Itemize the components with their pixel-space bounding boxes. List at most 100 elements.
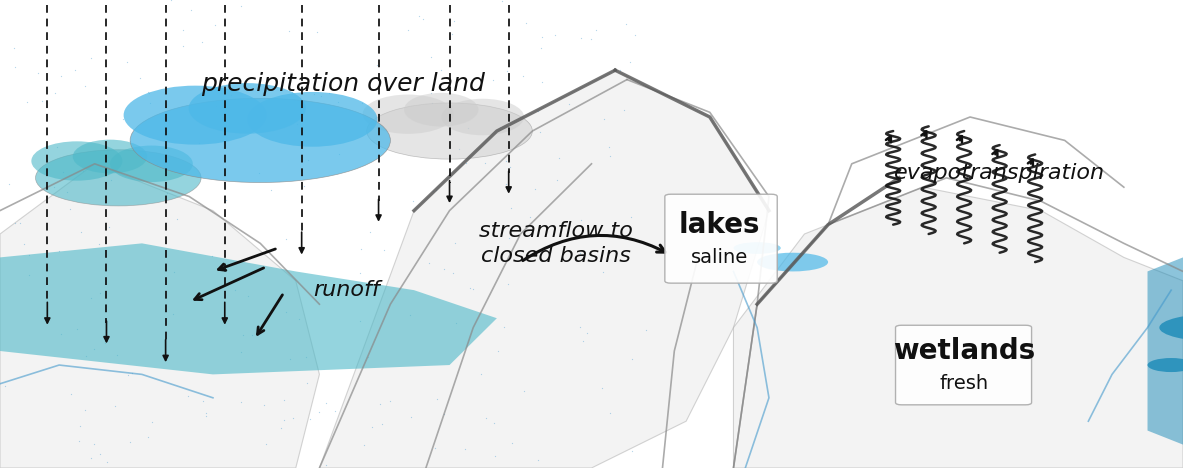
Point [316, 462, 335, 468]
Point [174, 26, 193, 34]
Point [193, 38, 212, 45]
Point [118, 372, 137, 379]
Point [530, 128, 549, 136]
Point [381, 397, 400, 405]
Ellipse shape [124, 86, 267, 145]
Point [500, 164, 519, 171]
Ellipse shape [73, 139, 148, 173]
Text: runoff: runoff [313, 280, 380, 300]
Point [319, 89, 338, 97]
Point [226, 287, 245, 294]
Point [47, 143, 66, 151]
Point [179, 392, 198, 400]
Point [73, 168, 92, 175]
Point [570, 249, 589, 257]
Point [497, 67, 516, 74]
Point [614, 107, 633, 114]
Point [274, 417, 293, 424]
Point [5, 44, 24, 51]
Point [232, 348, 251, 356]
FancyBboxPatch shape [665, 194, 777, 283]
Point [45, 183, 64, 191]
Text: evapotranspiration: evapotranspiration [894, 163, 1105, 183]
Point [6, 219, 25, 227]
Point [77, 352, 96, 360]
Point [421, 53, 440, 60]
Point [373, 420, 392, 427]
Point [489, 348, 508, 355]
Text: saline: saline [691, 248, 748, 267]
Point [221, 91, 240, 99]
Point [351, 288, 370, 296]
Point [295, 182, 313, 190]
Point [140, 89, 159, 97]
Point [545, 31, 564, 39]
Point [401, 413, 420, 421]
Point [476, 159, 494, 167]
Point [279, 28, 298, 35]
Point [353, 100, 371, 107]
Point [594, 268, 613, 276]
Point [84, 440, 103, 447]
Point [84, 346, 103, 353]
Point [291, 165, 310, 172]
Point [422, 100, 441, 107]
Ellipse shape [733, 242, 781, 254]
Point [239, 292, 258, 300]
Point [205, 22, 224, 29]
Point [82, 55, 101, 62]
Point [426, 444, 445, 452]
Point [250, 169, 269, 177]
Point [141, 99, 160, 107]
Point [424, 188, 442, 195]
Point [297, 380, 316, 387]
Point [50, 248, 69, 255]
Point [328, 99, 347, 106]
Text: lakes: lakes [679, 211, 759, 239]
Ellipse shape [757, 253, 828, 271]
Point [574, 337, 593, 345]
Point [435, 265, 454, 272]
Point [70, 438, 89, 445]
Point [529, 456, 548, 463]
Point [502, 205, 521, 212]
Text: fresh: fresh [939, 374, 989, 393]
Point [90, 241, 109, 248]
Point [243, 331, 261, 338]
Point [45, 89, 64, 97]
Point [560, 101, 578, 108]
Point [484, 420, 503, 427]
Ellipse shape [362, 95, 453, 134]
Point [401, 311, 420, 319]
Point [317, 399, 336, 406]
Ellipse shape [189, 83, 305, 134]
Point [445, 17, 464, 24]
Point [138, 433, 157, 440]
Point [121, 138, 140, 145]
Point [102, 176, 121, 183]
Point [513, 72, 532, 80]
Ellipse shape [367, 103, 532, 159]
Ellipse shape [403, 93, 478, 126]
Point [582, 36, 601, 43]
Point [526, 185, 545, 193]
FancyBboxPatch shape [896, 325, 1032, 405]
Point [587, 26, 606, 34]
Point [273, 78, 292, 86]
Ellipse shape [441, 99, 524, 135]
Ellipse shape [32, 141, 123, 181]
Point [117, 58, 136, 66]
Point [444, 269, 463, 277]
Point [121, 439, 140, 446]
Point [362, 423, 381, 431]
Point [450, 146, 468, 153]
Point [232, 399, 251, 406]
Point [82, 294, 101, 301]
Point [138, 88, 157, 95]
Point [289, 315, 308, 323]
Point [455, 446, 474, 453]
Point [261, 186, 280, 194]
Point [493, 0, 512, 5]
Point [18, 98, 37, 105]
Point [594, 116, 613, 123]
